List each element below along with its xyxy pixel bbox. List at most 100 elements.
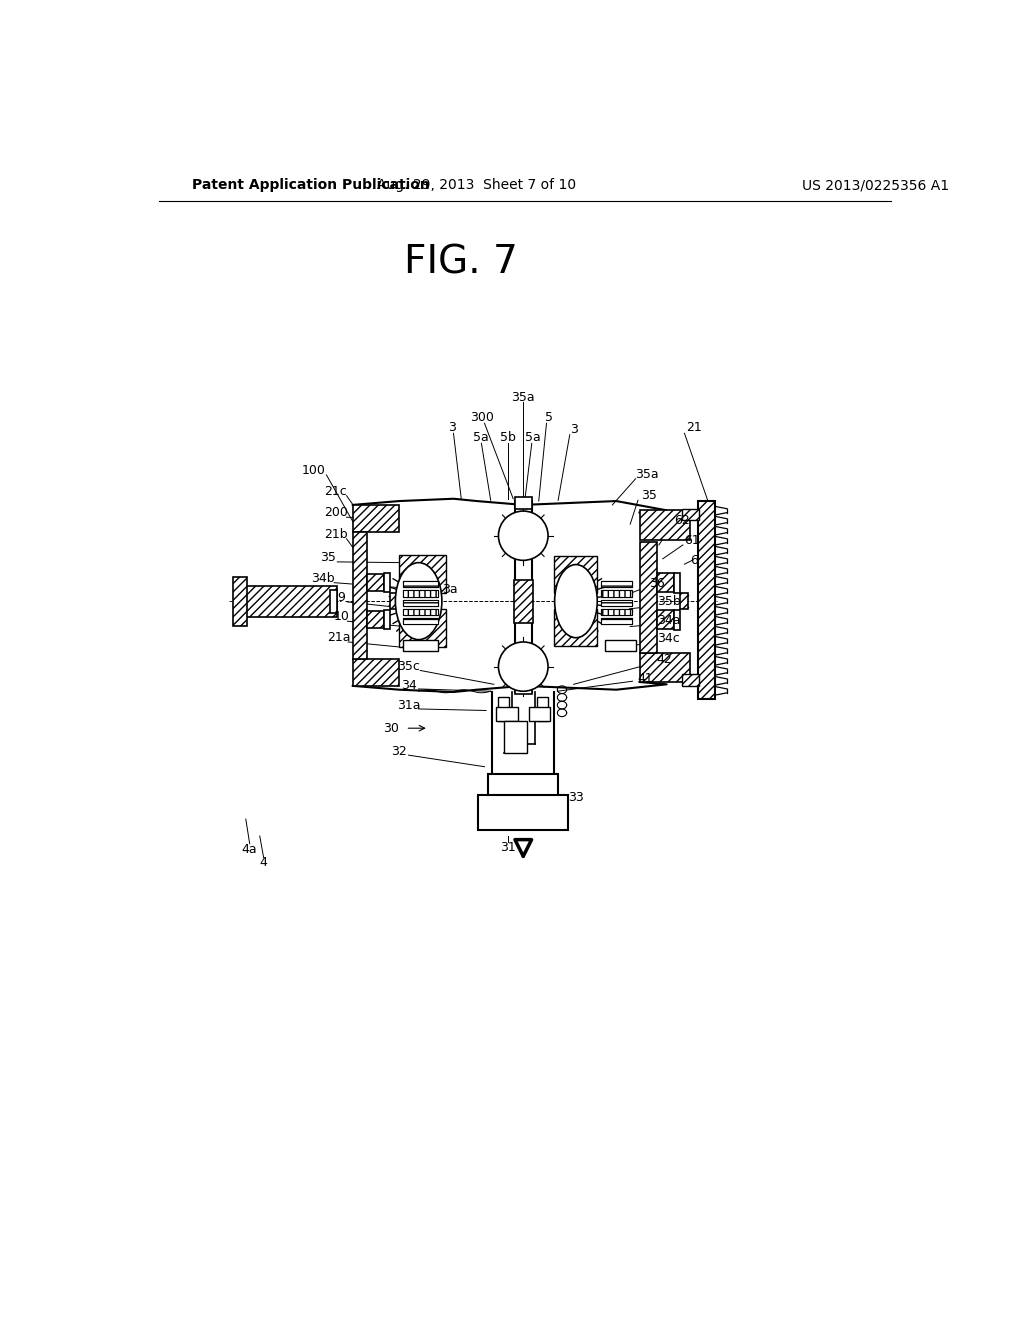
Bar xyxy=(682,508,699,520)
Bar xyxy=(601,599,632,606)
Bar xyxy=(514,579,532,623)
Text: 31a: 31a xyxy=(397,698,420,711)
Bar xyxy=(656,610,674,628)
Text: Aug. 29, 2013  Sheet 7 of 10: Aug. 29, 2013 Sheet 7 of 10 xyxy=(377,178,577,193)
Text: US 2013/0225356 A1: US 2013/0225356 A1 xyxy=(802,178,949,193)
Bar xyxy=(640,511,690,540)
Bar xyxy=(488,775,558,797)
Circle shape xyxy=(499,642,548,692)
Bar xyxy=(352,532,367,659)
Bar xyxy=(367,611,384,628)
Text: 300: 300 xyxy=(470,412,495,425)
Text: 34a: 34a xyxy=(657,614,681,627)
Text: 10: 10 xyxy=(333,610,349,623)
Text: 62: 62 xyxy=(674,513,690,527)
Bar xyxy=(656,573,674,591)
Bar xyxy=(554,609,597,645)
Text: 4a: 4a xyxy=(242,843,257,857)
Bar xyxy=(674,573,680,593)
Text: 200: 200 xyxy=(324,506,347,519)
Text: 61: 61 xyxy=(684,533,700,546)
Text: 32: 32 xyxy=(391,744,408,758)
Bar xyxy=(367,574,384,591)
Text: 3: 3 xyxy=(569,422,578,436)
Text: 31: 31 xyxy=(500,841,516,854)
Bar xyxy=(538,697,548,721)
Bar xyxy=(478,795,568,830)
Bar xyxy=(352,506,399,532)
Bar xyxy=(515,498,531,508)
Bar xyxy=(403,609,438,615)
Bar xyxy=(640,653,690,682)
Bar xyxy=(352,659,399,686)
Text: 21a: 21a xyxy=(327,631,350,644)
Bar xyxy=(390,594,397,609)
Text: 35a: 35a xyxy=(511,391,536,404)
Bar xyxy=(403,609,438,615)
Bar xyxy=(601,590,632,597)
Text: 21: 21 xyxy=(686,421,701,434)
Bar xyxy=(403,581,438,587)
Bar xyxy=(499,697,509,721)
Text: 4: 4 xyxy=(260,857,267,870)
Bar xyxy=(403,590,438,597)
Text: Patent Application Publication: Patent Application Publication xyxy=(191,178,429,193)
Bar xyxy=(384,610,390,628)
Text: 35b: 35b xyxy=(657,595,681,609)
Bar xyxy=(601,581,632,587)
Bar xyxy=(403,599,438,606)
Bar xyxy=(697,502,716,700)
Bar xyxy=(403,640,438,651)
Text: 34c: 34c xyxy=(657,632,680,645)
Text: 6: 6 xyxy=(690,554,697,566)
Bar xyxy=(680,594,687,609)
Text: FIG. 7: FIG. 7 xyxy=(404,243,518,281)
Bar xyxy=(601,590,632,597)
Bar xyxy=(674,610,680,630)
Circle shape xyxy=(499,511,548,561)
Text: 5a: 5a xyxy=(524,432,541,445)
Bar xyxy=(682,675,699,686)
Bar xyxy=(528,706,550,721)
Ellipse shape xyxy=(555,565,597,638)
Text: 5a: 5a xyxy=(473,432,488,445)
Bar xyxy=(403,640,438,651)
Bar xyxy=(604,640,636,651)
Bar xyxy=(601,618,632,624)
Text: 5: 5 xyxy=(545,412,553,425)
Bar xyxy=(384,573,390,591)
Bar xyxy=(403,590,438,597)
Bar xyxy=(403,618,438,624)
Bar xyxy=(515,682,531,693)
Bar xyxy=(403,599,438,606)
Text: 35: 35 xyxy=(321,550,336,564)
Bar xyxy=(528,706,550,721)
Text: 21c: 21c xyxy=(325,484,347,498)
Text: 33: 33 xyxy=(568,791,584,804)
Bar xyxy=(496,706,518,721)
Bar xyxy=(330,590,337,612)
Bar xyxy=(604,640,636,651)
Text: 3: 3 xyxy=(449,421,456,434)
Bar xyxy=(403,618,438,624)
Bar xyxy=(601,609,632,615)
Bar xyxy=(504,721,527,752)
Text: 35a: 35a xyxy=(636,467,659,480)
Bar xyxy=(232,577,247,626)
Bar xyxy=(554,557,597,594)
Text: 5b: 5b xyxy=(500,432,516,445)
Bar xyxy=(601,599,632,606)
Bar xyxy=(496,706,518,721)
Text: 35: 35 xyxy=(641,490,656,502)
Bar xyxy=(601,581,632,587)
Text: 21b: 21b xyxy=(324,528,347,541)
Text: 41: 41 xyxy=(638,672,653,685)
Ellipse shape xyxy=(395,562,442,640)
Bar xyxy=(399,554,445,594)
Text: 36: 36 xyxy=(649,577,666,590)
Text: 34: 34 xyxy=(400,678,417,692)
Bar xyxy=(640,541,656,653)
Text: 35c: 35c xyxy=(397,660,420,673)
Text: 42: 42 xyxy=(656,653,672,667)
Bar xyxy=(399,609,445,647)
